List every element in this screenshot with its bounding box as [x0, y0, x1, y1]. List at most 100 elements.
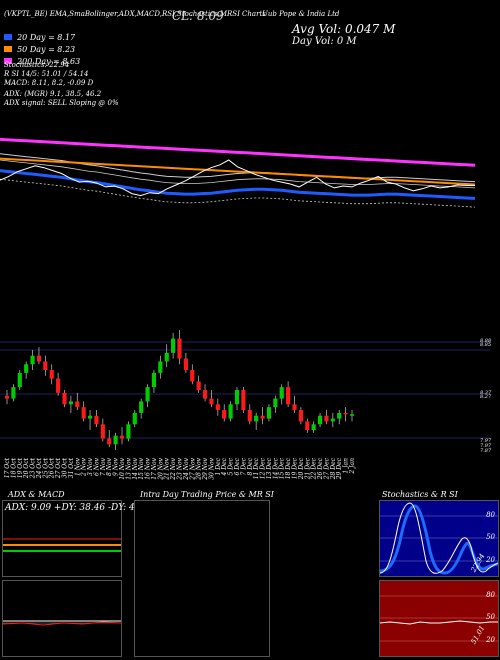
ma50-line	[0, 157, 476, 186]
candle-body-25	[164, 352, 169, 362]
candle-body-53	[343, 412, 348, 415]
candle-body-13	[87, 415, 93, 419]
candle-body-5	[36, 355, 42, 362]
swatch-ma20	[4, 34, 12, 40]
date-tick-53: 1 Jan	[343, 458, 350, 474]
date-tick-29: 27 Nov	[189, 457, 196, 480]
candle-body-0	[4, 395, 10, 399]
stoch-panel: 80 50 20 22.94	[379, 500, 499, 577]
date-tick-0: 17 Oct	[4, 457, 11, 478]
date-tick-48: 22 Dec	[311, 457, 318, 480]
price-tick-5: 7.97	[480, 443, 492, 449]
date-tick-14: 6 Nov	[93, 457, 100, 476]
stoch-readout: Stochastics: 22.94	[4, 61, 70, 69]
candlesticks	[4, 330, 355, 450]
date-tick-38: 8 Dec	[247, 457, 254, 475]
macd-plot	[2, 620, 122, 626]
candle-body-31	[202, 390, 208, 399]
macd-readout: MACD: 8.11, 8.2, -0.09 D	[4, 79, 94, 87]
date-tick-34: 4 Dec	[221, 457, 228, 476]
candle-body-44	[286, 387, 291, 405]
ma20-line	[0, 169, 476, 200]
candle-body-8	[56, 378, 61, 393]
mrsi-plot	[379, 595, 498, 642]
date-tick-44: 18 Dec	[285, 457, 292, 479]
date-tick-42: 14 Dec	[272, 457, 279, 479]
mrsi-line	[379, 620, 498, 625]
candle-body-15	[100, 424, 105, 439]
price-gridlines	[0, 341, 490, 439]
date-tick-6: 25 Oct	[42, 457, 49, 479]
candle-body-50	[324, 415, 329, 422]
date-tick-41: 13 Dec	[266, 457, 273, 479]
candle-body-47	[305, 421, 310, 430]
legend-ma200: 200 Day = 8.63	[4, 49, 80, 68]
moving-averages	[0, 137, 476, 208]
candle-body-16	[107, 438, 112, 445]
candle-body-51	[330, 418, 335, 422]
candle-body-24	[158, 361, 163, 373]
candle-body-48	[311, 424, 316, 430]
candle-body-26	[171, 338, 176, 353]
date-tick-3: 20 Oct	[23, 457, 30, 479]
candle-body-3	[24, 364, 29, 373]
stoch-tick-20: 20	[486, 556, 495, 564]
date-tick-28: 24 Nov	[183, 457, 190, 480]
date-tick-49: 26 Dec	[317, 457, 324, 480]
date-tick-51: 28 Dec	[330, 457, 337, 480]
candle-body-7	[49, 370, 54, 379]
date-tick-4: 23 Oct	[30, 457, 37, 479]
date-tick-33: 1 Dec	[215, 457, 222, 475]
mrsi-tick-50: 50	[486, 613, 495, 621]
date-tick-2: 19 Oct	[17, 457, 24, 478]
date-tick-52: 29 Dec	[336, 457, 343, 480]
candle-body-4	[30, 355, 35, 365]
candle-body-30	[196, 381, 201, 390]
mrsi-tick-80: 80	[486, 591, 495, 599]
candle-body-11	[75, 401, 80, 408]
candle-body-39	[254, 415, 259, 422]
candle-body-21	[139, 401, 144, 413]
day-volume: Day Vol: 0 M	[292, 36, 357, 47]
date-tick-40: 12 Dec	[260, 457, 267, 479]
swatch-ma50	[4, 46, 12, 52]
date-tick-9: 30 Oct	[62, 457, 69, 478]
candle-body-46	[298, 410, 303, 422]
stoch-panel-title: Stochastics & R SI	[382, 490, 458, 499]
date-tick-32: 30 Nov	[208, 457, 215, 479]
candle-body-28	[183, 358, 188, 370]
candle-body-33	[215, 404, 220, 410]
price-tick-6: 7.87	[480, 448, 492, 454]
date-tick-23: 17 Nov	[151, 457, 158, 479]
stoch-d-line	[379, 504, 499, 575]
candle-body-43	[279, 387, 284, 399]
date-tick-16: 8 Nov	[106, 457, 113, 476]
candle-body-36	[234, 390, 240, 405]
bollinger-lower	[0, 178, 476, 208]
date-tick-17: 9 Nov	[113, 457, 120, 476]
price-tick-3: 8.27	[480, 394, 492, 400]
intraday-panel	[134, 500, 270, 657]
date-axis: 17 Oct 18 Oct 19 Oct 20 Oct 23 Oct 24 Oct 25 O…	[4, 457, 356, 480]
date-tick-27: 23 Nov	[177, 457, 184, 480]
date-tick-37: 7 Dec	[240, 457, 247, 475]
adx-signal: ADX signal: SELL Sloping @ 0%	[4, 99, 119, 107]
date-tick-30: 28 Nov	[196, 457, 203, 480]
swatch-ma200	[4, 58, 12, 64]
rsi-readout: R SI 14/5: 51.01 / 54.14	[4, 70, 89, 78]
ma20-label: 20 Day = 8.17	[17, 33, 76, 42]
price-chart: 17 Oct 18 Oct 19 Oct 20 Oct 23 Oct 24 Oct 25 O…	[0, 137, 492, 481]
date-tick-19: 13 Nov	[125, 457, 132, 479]
candle-body-9	[62, 392, 67, 405]
mrsi-panel: 80 50 20 51.01	[379, 580, 499, 657]
candle-body-38	[247, 410, 252, 422]
adx-plot	[3, 538, 121, 552]
candle-body-18	[119, 435, 125, 439]
candle-body-40	[260, 415, 265, 419]
date-tick-36: 6 Dec	[234, 457, 241, 475]
price-tick-1: 8.85	[480, 342, 491, 348]
date-tick-47: 21 Dec	[304, 457, 311, 480]
date-tick-15: 7 Nov	[100, 457, 107, 476]
intraday-panel-title: Intra Day Trading Price & MR SI	[140, 490, 274, 499]
candle-body-52	[337, 412, 342, 419]
